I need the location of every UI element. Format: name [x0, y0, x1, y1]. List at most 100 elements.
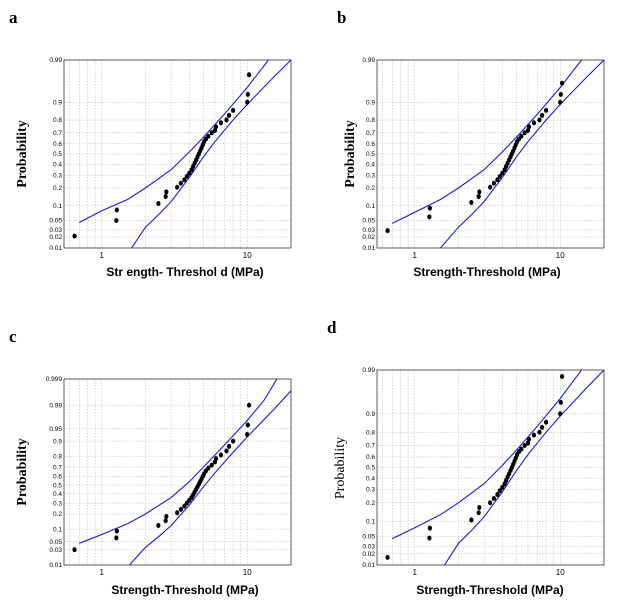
- y-tick-label: 0.1: [53, 203, 62, 210]
- data-point: [245, 422, 250, 428]
- y-tick-label: 0.7: [366, 130, 375, 137]
- data-point: [224, 448, 229, 454]
- data-point: [224, 117, 229, 123]
- data-point: [497, 173, 503, 179]
- y-axis-label: Probability: [15, 120, 30, 187]
- y-tick-label: 0.01: [362, 245, 375, 252]
- data-point: [114, 207, 119, 213]
- data-point: [526, 436, 532, 442]
- confidence-band-lower: [444, 370, 604, 565]
- data-point: [488, 500, 493, 506]
- y-tick-label: 0.99: [362, 57, 375, 64]
- y-tick-label: 0.1: [53, 526, 62, 533]
- data-point: [213, 124, 219, 130]
- data-point: [245, 91, 250, 97]
- y-tick-label: 0.4: [366, 475, 375, 482]
- data-point: [500, 484, 505, 490]
- data-point: [522, 443, 527, 449]
- y-tick-label: 0.01: [49, 245, 62, 252]
- panel-letter: c: [9, 327, 17, 346]
- y-tick-label: 0.8: [53, 117, 62, 124]
- data-point: [558, 399, 563, 405]
- data-point: [206, 133, 211, 139]
- data-point: [558, 411, 563, 417]
- x-axis-label: Strength-Threshold (MPa): [111, 583, 258, 597]
- y-tick-label: 0.2: [53, 511, 62, 518]
- y-tick-label: 0.01: [362, 562, 375, 569]
- data-point: [163, 194, 168, 200]
- y-tick-label: 0.01: [49, 562, 62, 569]
- y-tick-label: 0.99: [49, 402, 62, 409]
- y-tick-label: 0.9: [53, 99, 62, 106]
- data-point: [164, 514, 169, 520]
- data-point: [231, 438, 236, 444]
- y-tick-label: 0.7: [53, 464, 62, 471]
- panel-d: d 0.01 0.020.03 0.05 0.1 0.2 0.3 0.4 0.5 0.6 0.7 0.…: [327, 318, 605, 597]
- data-point: [488, 184, 493, 190]
- y-tick-label: 0.05: [362, 218, 375, 225]
- data-point: [531, 120, 537, 126]
- data-point: [526, 124, 532, 130]
- data-point: [537, 429, 542, 435]
- data-point: [213, 456, 219, 462]
- data-point: [209, 462, 214, 468]
- x-axis-label: Strength-Threshold (MPa): [416, 583, 563, 597]
- data-point: [539, 112, 545, 118]
- panel-a: a 0.01 0.020.03 0.05 0.1 0.2 0.3 0.4 0.5 0.6 0.7 0.…: [9, 8, 292, 279]
- data-point: [469, 517, 474, 523]
- y-tick-label: 0.03: [362, 227, 375, 234]
- data-point: [477, 504, 482, 510]
- plot-frame: [63, 378, 292, 566]
- y-tick-label: 0.8: [366, 429, 375, 436]
- confidence-band-lower: [128, 390, 291, 565]
- y-tick-label: 0.95: [49, 426, 62, 433]
- x-tick-label: 10: [243, 251, 252, 260]
- y-tick-label: 0.9: [366, 411, 375, 418]
- data-point: [491, 495, 496, 501]
- x-tick-label: 1: [413, 251, 418, 260]
- y-tick-label: 0.5: [366, 465, 375, 472]
- x-axis-label: Strength-Threshold (MPa): [413, 265, 560, 279]
- data-point: [385, 228, 390, 234]
- confidence-band-upper: [391, 370, 582, 540]
- data-point: [114, 528, 119, 534]
- data-point: [163, 518, 168, 524]
- data-point: [495, 491, 500, 497]
- data-point: [182, 177, 187, 183]
- data-point: [218, 120, 224, 126]
- data-point: [72, 547, 77, 553]
- y-tick-label: 0.3: [53, 500, 62, 507]
- data-point: [559, 374, 565, 380]
- data-point: [427, 205, 432, 211]
- y-tick-label: 0.03: [49, 547, 62, 554]
- data-point: [537, 117, 542, 123]
- y-tick-label: 0.5: [53, 482, 62, 489]
- data-point: [525, 440, 531, 446]
- data-point: [427, 525, 432, 531]
- y-tick-label: 0.1: [366, 518, 375, 525]
- data-point: [522, 130, 527, 136]
- y-axis-label: Probability: [343, 120, 358, 187]
- y-tick-label: 0.6: [366, 454, 375, 461]
- y-tick-label: 0.02: [362, 234, 375, 241]
- y-tick-label: 0.2: [366, 500, 375, 507]
- panel-letter: b: [337, 8, 346, 27]
- plot-frame: [376, 59, 605, 249]
- data-point: [156, 201, 161, 207]
- y-axis-label: Probability: [15, 438, 30, 505]
- y-tick-label: 0.02: [49, 234, 62, 241]
- data-point: [246, 402, 252, 408]
- data-point: [469, 200, 474, 206]
- data-point: [497, 488, 503, 494]
- x-tick-label: 10: [556, 568, 565, 577]
- y-tick-label: 0.8: [366, 117, 375, 124]
- confidence-band-upper: [78, 60, 269, 223]
- data-point: [226, 443, 232, 449]
- y-tick-label: 0.4: [53, 161, 62, 168]
- data-point: [519, 446, 524, 452]
- data-point: [209, 130, 214, 136]
- data-point: [114, 535, 119, 541]
- x-tick-label: 1: [413, 568, 418, 577]
- plot-frame: [63, 59, 292, 249]
- y-tick-label: 0.3: [53, 172, 62, 179]
